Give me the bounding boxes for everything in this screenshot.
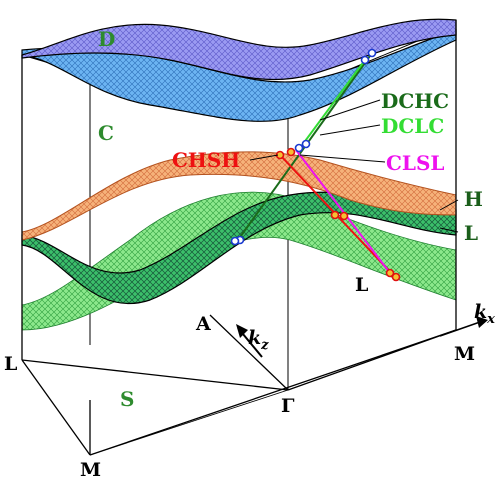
clsl-transition-line <box>295 149 391 274</box>
kx-arrow <box>439 316 488 337</box>
label-chsh: CHSH <box>172 148 240 172</box>
label-leaders <box>249 99 459 233</box>
label-d: D <box>98 27 115 51</box>
dclc-transition-line <box>299 59 366 149</box>
kpoint-l-left: L <box>4 353 17 375</box>
label-clsl: CLSL <box>386 151 445 175</box>
kz-arrow <box>236 324 263 358</box>
label-s: S <box>120 387 134 411</box>
label-h: H <box>464 187 483 211</box>
kpoint-kz: kz <box>248 327 269 353</box>
kpoint-m-right: M <box>454 343 475 365</box>
kpoint-kx: kx <box>474 301 495 327</box>
label-dchc: DCHC <box>381 89 449 113</box>
kpoint-gamma: Γ <box>281 395 295 417</box>
label-l-band: L <box>464 221 478 245</box>
kpoint-m-bottom: M <box>80 459 101 481</box>
kpoint-a: A <box>195 313 211 335</box>
label-dclc: DCLC <box>381 114 444 138</box>
kpoint-l-mid: L <box>355 274 368 296</box>
box-front-edges <box>21 20 457 456</box>
label-c: C <box>98 121 114 145</box>
